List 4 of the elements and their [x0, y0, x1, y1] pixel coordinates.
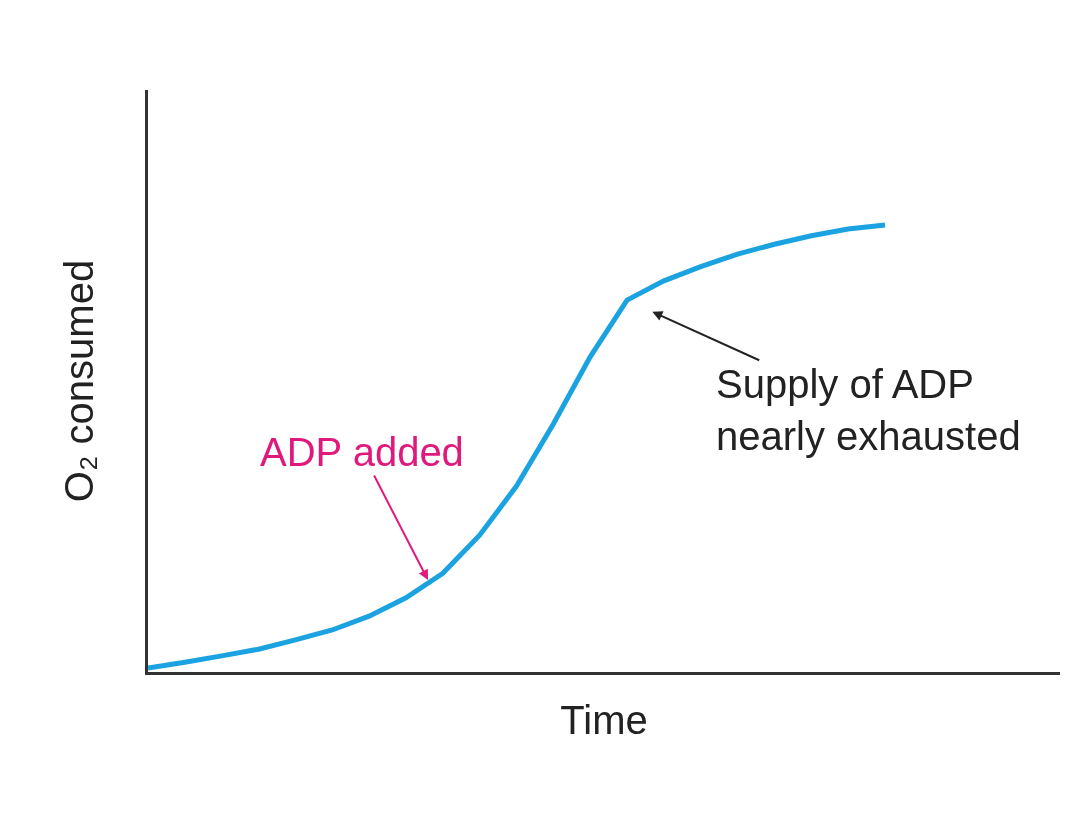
annotation: Supply of ADP nearly exhausted	[716, 362, 1021, 458]
annotation: ADP added	[260, 430, 464, 474]
y-axis-title: O₂ consumed	[56, 259, 101, 503]
x-axis-title: Time	[560, 697, 648, 742]
